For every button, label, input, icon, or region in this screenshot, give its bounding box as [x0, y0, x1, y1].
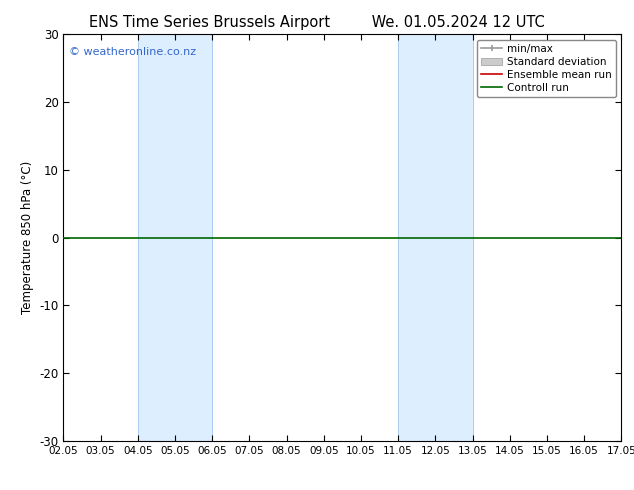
- Text: ENS Time Series Brussels Airport         We. 01.05.2024 12 UTC: ENS Time Series Brussels Airport We. 01.…: [89, 15, 545, 30]
- Text: © weatheronline.co.nz: © weatheronline.co.nz: [69, 47, 196, 56]
- Y-axis label: Temperature 850 hPa (°C): Temperature 850 hPa (°C): [21, 161, 34, 314]
- Bar: [398, 34, 472, 441]
- Bar: [138, 34, 212, 441]
- Legend: min/max, Standard deviation, Ensemble mean run, Controll run: min/max, Standard deviation, Ensemble me…: [477, 40, 616, 97]
